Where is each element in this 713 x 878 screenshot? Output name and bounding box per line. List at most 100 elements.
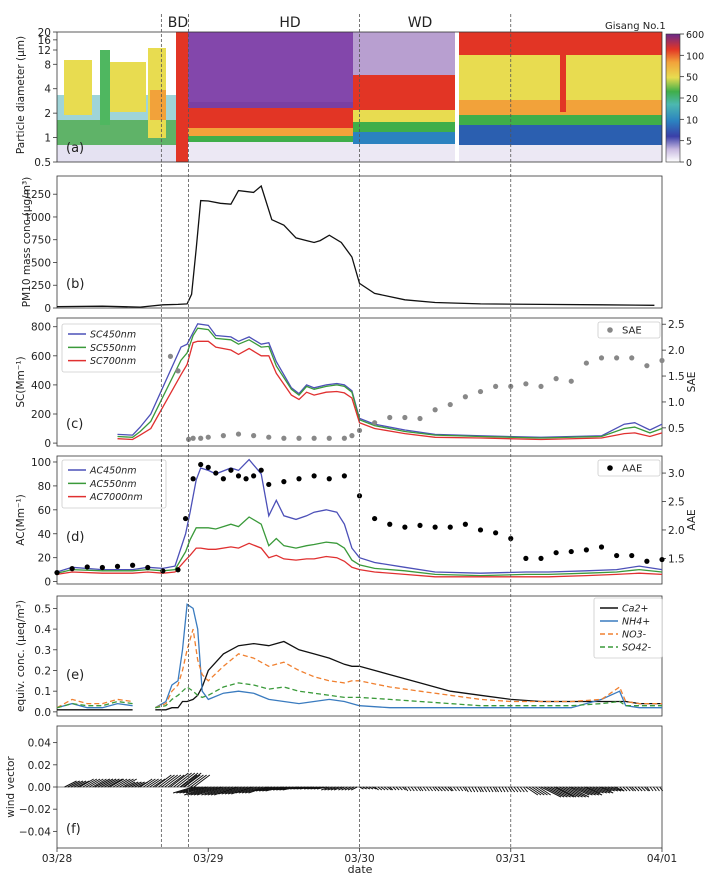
- wind-vector: [307, 786, 318, 790]
- wind-vector: [269, 786, 284, 791]
- point-AAE: [583, 547, 589, 553]
- wind-vector: [432, 786, 437, 792]
- y2tick-label: 1.5: [668, 371, 685, 383]
- y2tick-label: 2.5: [668, 497, 685, 509]
- wind-vector: [67, 780, 80, 788]
- point-SAE: [167, 353, 174, 359]
- wind-vector: [550, 786, 571, 798]
- panel-a: 0 5 10 20 50 100 600 Particle diameter (μm) 0.…: [15, 15, 704, 169]
- legend-box: [597, 321, 661, 339]
- ytick-label: 4: [44, 84, 51, 96]
- wind-vector: [182, 786, 203, 794]
- wind-vector: [368, 786, 374, 790]
- legend-label: AAE: [622, 464, 642, 475]
- wind-vector: [525, 786, 539, 796]
- wind-vector: [528, 786, 542, 796]
- wind-vector: [104, 778, 120, 788]
- panel-label-a: (a): [66, 141, 84, 156]
- legend-box: [593, 597, 663, 659]
- wind-vector: [510, 786, 516, 793]
- wind-vector: [571, 786, 590, 796]
- point-AAE: [326, 476, 332, 482]
- wind-vector: [377, 786, 383, 791]
- wind-vector: [607, 786, 619, 792]
- wind-vector: [224, 786, 246, 795]
- wind-vector: [659, 786, 664, 792]
- wind-vector: [214, 786, 237, 796]
- wind-vector: [453, 786, 457, 792]
- wind-vector: [631, 786, 637, 792]
- point-SAE: [553, 376, 559, 382]
- wind-vector: [134, 781, 145, 788]
- wind-vector: [447, 786, 453, 792]
- wind-vector: [218, 786, 239, 795]
- point-AAE: [243, 476, 249, 482]
- y2tick-label: 2.5: [668, 319, 685, 331]
- wind-vector: [598, 786, 614, 794]
- legend-label: AC450nm: [89, 466, 137, 477]
- wind-vector: [155, 774, 172, 788]
- wind-vector: [238, 786, 257, 794]
- wind-vector: [204, 786, 227, 796]
- point-AAE: [258, 467, 264, 473]
- legend: SC450nm SC550nm SC700nm: [61, 323, 163, 373]
- point-AAE: [538, 555, 544, 562]
- wind-vector: [410, 786, 415, 792]
- point-SAE: [281, 435, 287, 441]
- wind-vector: [324, 786, 333, 791]
- ytick-label: 0.1: [34, 686, 51, 698]
- series-SC450nm: [117, 323, 663, 438]
- point-SAE: [417, 415, 423, 422]
- ytick-label: 16: [38, 35, 52, 47]
- legend-box: [61, 323, 163, 373]
- wind-vector: [568, 786, 590, 798]
- point-AAE: [477, 527, 484, 533]
- wind-vector: [646, 786, 651, 792]
- point-SAE: [349, 433, 355, 439]
- ytick-label: 0: [44, 438, 51, 450]
- wind-vector: [313, 786, 324, 790]
- wind-vector: [543, 786, 565, 798]
- point-AAE: [54, 570, 60, 576]
- y2tick-label: 2.0: [668, 525, 685, 537]
- wind-vector: [330, 786, 340, 791]
- point-AAE: [281, 479, 287, 485]
- point-AAE: [311, 473, 317, 479]
- wind-vector: [176, 786, 197, 794]
- wind-vector: [555, 786, 577, 798]
- wind-vector: [380, 786, 386, 791]
- ytick-label: 8: [44, 59, 51, 71]
- point-AAE: [220, 476, 226, 482]
- wind-vector: [119, 778, 134, 788]
- wind-vector: [187, 774, 204, 788]
- ytick-label: 400: [31, 380, 51, 392]
- wind-vector: [293, 786, 306, 790]
- wind-vector: [196, 786, 222, 796]
- wind-vector: [180, 774, 198, 788]
- series-SC700nm: [117, 340, 663, 441]
- wind-vector: [184, 786, 209, 796]
- colorbar-tick-label: 10: [686, 115, 698, 126]
- wind-vector: [227, 786, 249, 795]
- legend-label: AC7000nm: [89, 492, 143, 503]
- point-AAE: [493, 530, 499, 536]
- point-AAE: [402, 524, 408, 530]
- wind-vector: [592, 786, 607, 794]
- ytick-label: 80: [38, 481, 51, 493]
- wind-vector: [625, 786, 631, 792]
- wind-vector: [167, 774, 185, 788]
- point-SAE: [387, 414, 393, 421]
- wind-vector: [359, 786, 364, 790]
- point-AAE: [266, 481, 272, 488]
- wind-vector: [100, 778, 117, 788]
- wind-vector: [92, 778, 107, 788]
- wind-vector: [210, 786, 234, 796]
- legend-label: NO3-: [622, 630, 647, 641]
- legend-label: SC450nm: [90, 330, 136, 341]
- wind-vector: [338, 786, 345, 791]
- wind-vector: [262, 786, 279, 792]
- wind-vector: [152, 778, 166, 788]
- point-SAE: [629, 355, 635, 361]
- wind-vector: [417, 786, 422, 792]
